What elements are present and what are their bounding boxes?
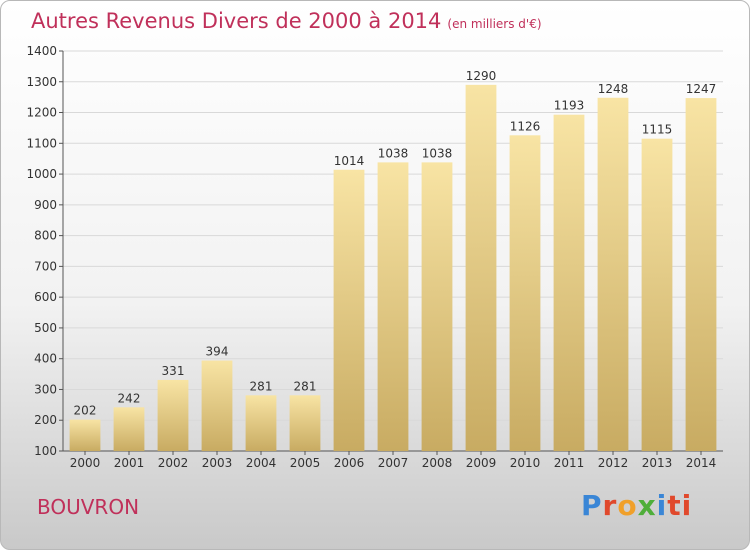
y-tick-label: 100 [34, 444, 57, 458]
bars [69, 84, 717, 452]
y-tick-label: 300 [34, 382, 57, 396]
bar-value-label: 242 [118, 391, 141, 405]
bar-value-label: 394 [206, 345, 229, 359]
x-tick-label: 2002 [158, 456, 189, 470]
bar [377, 162, 409, 451]
bar-value-label: 1115 [642, 123, 673, 137]
logo-letter: r [602, 489, 618, 522]
x-tick-label: 2011 [554, 456, 585, 470]
logo-letter: i [656, 489, 668, 522]
bar-value-label: 281 [250, 379, 273, 393]
x-tick-label: 2006 [334, 456, 365, 470]
y-tick-label: 1000 [26, 167, 57, 181]
labels: 100 200 300 400 500 600 700 800 900 1000 1100 1200 1… [26, 44, 716, 470]
bar [685, 98, 717, 452]
logo-letter: x [637, 489, 657, 522]
x-tick-label: 2014 [686, 456, 717, 470]
x-tick-label: 2007 [378, 456, 409, 470]
bar [157, 379, 189, 451]
logo-letter: ti [667, 489, 693, 522]
bar-value-label: 1248 [598, 82, 629, 96]
y-tick-label: 500 [34, 321, 57, 335]
logo-letter: P [581, 489, 603, 522]
y-tick-label: 900 [34, 198, 57, 212]
y-tick-label: 600 [34, 290, 57, 304]
bar-value-label: 202 [74, 404, 97, 418]
y-tick-label: 1400 [26, 44, 57, 58]
x-tick-label: 2001 [114, 456, 145, 470]
y-tick-label: 200 [34, 413, 57, 427]
y-tick-label: 400 [34, 352, 57, 366]
y-tick-label: 700 [34, 259, 57, 273]
proxiti-logo: Proxiti [581, 489, 692, 522]
bar [597, 97, 629, 452]
x-tick-label: 2008 [422, 456, 453, 470]
bar [553, 114, 585, 451]
x-tick-label: 2004 [246, 456, 277, 470]
x-tick-label: 2010 [510, 456, 541, 470]
y-tick-label: 1200 [26, 106, 57, 120]
bar-value-label: 1193 [554, 99, 585, 113]
y-tick-label: 1100 [26, 136, 57, 150]
bar-value-label: 1014 [334, 154, 365, 168]
chart-title: Autres Revenus Divers de 2000 à 2014 (en … [31, 9, 542, 33]
x-tick-label: 2005 [290, 456, 321, 470]
bar-value-label: 281 [294, 379, 317, 393]
x-tick-label: 2013 [642, 456, 673, 470]
bar-value-label: 331 [162, 364, 185, 378]
bar-value-label: 1038 [378, 146, 409, 160]
bar-value-label: 1038 [422, 146, 453, 160]
logo-letter: o [617, 489, 638, 522]
bar [69, 419, 101, 451]
bar [333, 169, 365, 451]
city-name: BOUVRON [37, 495, 140, 519]
bar-value-label: 1290 [466, 69, 497, 83]
x-tick-label: 2009 [466, 456, 497, 470]
bar [201, 360, 233, 451]
bar [465, 84, 497, 451]
bar-value-label: 1126 [510, 119, 541, 133]
chart-title-text: Autres Revenus Divers de 2000 à 2014 [31, 9, 442, 33]
y-tick-label: 1300 [26, 75, 57, 89]
bar-value-label: 1247 [686, 82, 717, 96]
bar [421, 162, 453, 451]
y-tick-label: 800 [34, 229, 57, 243]
bar [113, 407, 145, 451]
bar [289, 395, 321, 451]
x-tick-label: 2012 [598, 456, 629, 470]
bar [641, 138, 673, 451]
bar [245, 395, 277, 451]
x-tick-label: 2000 [70, 456, 101, 470]
x-tick-label: 2003 [202, 456, 233, 470]
chart-subtitle: (en milliers d'€) [447, 17, 542, 31]
bar [509, 135, 541, 452]
